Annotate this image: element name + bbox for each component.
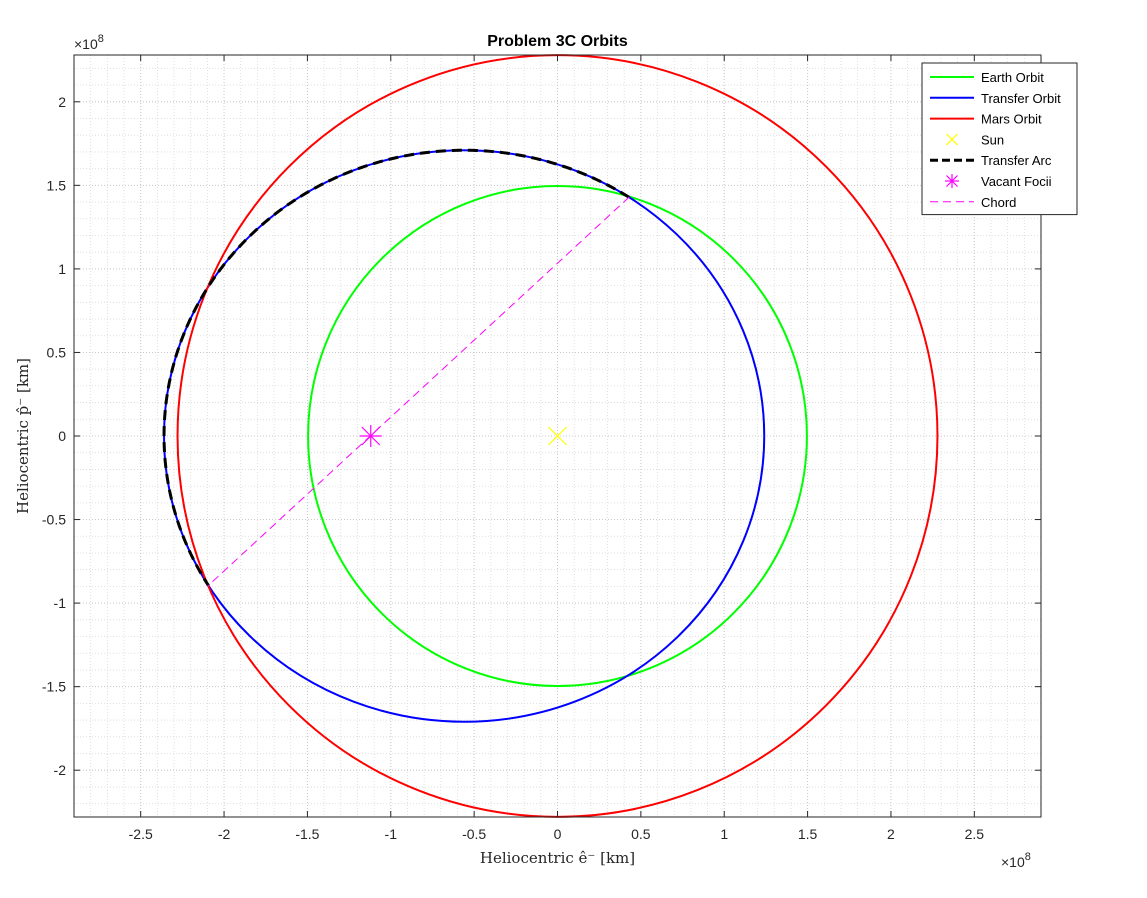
x-tick-label: 2.5 xyxy=(965,826,985,842)
x-tick-label: -1 xyxy=(385,826,398,842)
legend-box xyxy=(921,62,1078,216)
ticks: -2.5 -2 -1.5 -1 -0.5 0 0.5 1 1.5 2 2.5 -2 -1.5 -1 -0.5… xyxy=(42,55,1041,842)
y-axis-label: Heliocentric p̂⁻ [km] xyxy=(14,358,32,514)
y-tick-label: -1 xyxy=(54,595,67,611)
legend-label-vacant-focii: Vacant Focii xyxy=(981,174,1052,189)
y-tick-label: 0 xyxy=(58,428,66,444)
chart-title: Problem 3C Orbits xyxy=(487,33,628,50)
legend-swatch-stroke xyxy=(946,133,958,146)
transfer-arc-line xyxy=(162,148,630,587)
x-exponent-base: ×10 xyxy=(1001,854,1025,870)
x-axis-exponent: ×108 xyxy=(1001,851,1031,870)
x-tick-label: 1 xyxy=(720,826,728,842)
y-tick-label: 1 xyxy=(58,261,66,277)
legend-swatch-sun xyxy=(946,133,958,146)
sun-marker-stroke xyxy=(548,426,567,446)
legend-swatch-vacant-focii xyxy=(945,174,959,188)
y-tick-label: -1.5 xyxy=(42,679,66,695)
legend-label-mars-orbit: Mars Orbit xyxy=(981,112,1042,127)
x-tick-label: -2.5 xyxy=(129,826,153,842)
y-tick-label: -2 xyxy=(54,762,67,778)
y-axis-exponent: ×108 xyxy=(74,33,104,52)
legend-label-chord: Chord xyxy=(981,195,1016,210)
legend-label-transfer-arc: Transfer Arc xyxy=(981,153,1052,168)
x-tick-label: 2 xyxy=(887,826,895,842)
x-tick-label: 1.5 xyxy=(798,826,818,842)
y-tick-label: 0.5 xyxy=(47,344,67,360)
y-tick-label: 1.5 xyxy=(47,177,67,193)
x-tick-label: 0 xyxy=(554,826,562,842)
x-tick-label: 0.5 xyxy=(631,826,651,842)
legend-label-sun: Sun xyxy=(981,132,1004,147)
y-exponent-power: 8 xyxy=(98,33,104,45)
sun-marker xyxy=(548,426,567,446)
x-axis-label: Heliocentric ê⁻ [km] xyxy=(480,849,635,867)
y-tick-label: 2 xyxy=(58,94,66,110)
major-grid xyxy=(74,55,1041,817)
earth-orbit-line xyxy=(307,185,808,687)
legend-label-transfer-orbit: Transfer Orbit xyxy=(981,91,1061,106)
legend-label-earth-orbit: Earth Orbit xyxy=(981,70,1044,85)
x-tick-label: -2 xyxy=(218,826,231,842)
y-tick-label: -0.5 xyxy=(42,512,66,528)
x-tick-label: -0.5 xyxy=(462,826,486,842)
x-tick-label: -1.5 xyxy=(295,826,319,842)
chord-line xyxy=(207,196,630,587)
y-exponent-base: ×10 xyxy=(74,36,98,52)
x-exponent-power: 8 xyxy=(1025,851,1031,863)
legend: Earth Orbit Transfer Orbit Mars Orbit Sun Tr… xyxy=(921,62,1078,216)
